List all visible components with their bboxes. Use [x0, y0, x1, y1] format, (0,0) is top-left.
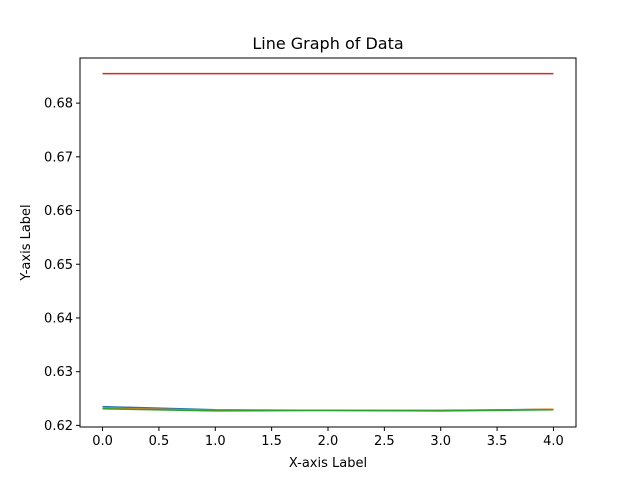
- y-tick-label: 0.68: [44, 97, 73, 112]
- y-tick-label: 0.62: [44, 419, 73, 434]
- x-tick-label: 0.5: [149, 434, 170, 449]
- x-tick-label: 1.5: [261, 434, 282, 449]
- x-tick-label: 3.5: [487, 434, 508, 449]
- x-tick-label: 2.5: [374, 434, 395, 449]
- x-tick-label: 2.0: [318, 434, 339, 449]
- series-line-4: [102, 407, 554, 412]
- y-tick-label: 0.65: [44, 258, 73, 273]
- x-tick-label: 3.0: [430, 434, 451, 449]
- x-tick-label: 4.0: [543, 434, 564, 449]
- x-tick-label: 0.0: [92, 434, 113, 449]
- x-axis-title: X-axis Label: [289, 456, 367, 471]
- y-axis-ticks: 0.62 0.63 0.64 0.65 0.66 0.67 0.68: [44, 97, 80, 434]
- y-tick-label: 0.64: [44, 311, 73, 326]
- x-axis-ticks: 0.0 0.5 1.0 1.5 2.0 2.5 3.0 3.5 4.0: [92, 427, 564, 449]
- chart-title: Line Graph of Data: [252, 34, 403, 53]
- series-layer: [102, 72, 554, 412]
- y-tick-label: 0.67: [44, 150, 73, 165]
- y-tick-label: 0.63: [44, 365, 73, 380]
- x-tick-label: 1.0: [205, 434, 226, 449]
- y-axis-title: Y-axis Label: [19, 204, 34, 281]
- y-tick-label: 0.66: [44, 204, 73, 219]
